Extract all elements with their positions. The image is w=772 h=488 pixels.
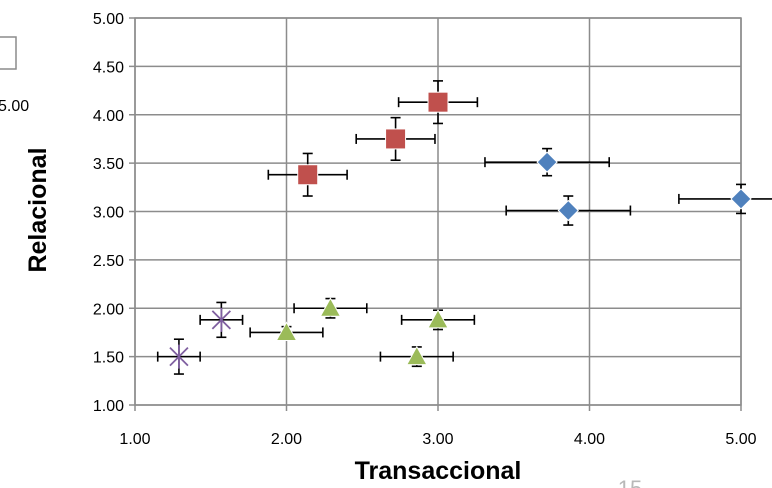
square-point-marker xyxy=(297,164,319,186)
data-markers xyxy=(169,91,752,369)
slide-number: 15 xyxy=(618,476,642,488)
y-tick-label: 2.00 xyxy=(93,301,124,318)
square-point-marker xyxy=(385,128,407,150)
y-tick-label: 1.00 xyxy=(93,398,124,415)
x-tick-label: 5.00 xyxy=(725,431,756,448)
diamond-point-marker xyxy=(557,199,579,222)
triangle-point-marker xyxy=(405,345,428,366)
triangle-point-marker xyxy=(275,321,298,341)
y-tick-label: 2.50 xyxy=(93,253,124,270)
x-tick-label: 1.00 xyxy=(119,431,150,448)
y-tick-label: 1.50 xyxy=(93,350,124,367)
error-bar xyxy=(678,183,772,215)
gridlines xyxy=(134,17,742,406)
y-tick-label: 4.00 xyxy=(93,108,124,125)
star-point-marker xyxy=(211,307,231,332)
y-axis-title: Relacional xyxy=(24,147,52,272)
x-tick-label: 3.00 xyxy=(422,431,453,448)
y-tick-label: 3.00 xyxy=(93,205,124,222)
background-tick-label: 5.00 xyxy=(0,98,29,115)
x-tick-label: 2.00 xyxy=(271,431,302,448)
x-axis-tick-labels: 1.00 2.00 3.00 4.00 5.00 xyxy=(119,405,757,448)
y-tick-label: 5.00 xyxy=(93,11,124,28)
x-tick-label: 4.00 xyxy=(574,431,605,448)
error-bars xyxy=(156,80,772,375)
triangle-point-marker xyxy=(319,297,342,317)
diamond-point-marker xyxy=(730,188,752,210)
y-axis-tick-labels: 1.00 1.50 2.00 2.50 3.00 3.50 4.00 4.50 5.00 xyxy=(93,11,135,415)
x-axis-title: Transaccional xyxy=(355,457,522,485)
star-point-marker xyxy=(169,344,189,369)
y-tick-label: 4.50 xyxy=(93,59,124,76)
background-chart-fragment: 5.00 xyxy=(0,36,29,115)
y-tick-label: 3.50 xyxy=(93,156,124,173)
triangle-point-marker xyxy=(427,308,449,329)
square-point-marker xyxy=(427,91,449,113)
diamond-point-marker xyxy=(536,151,558,173)
